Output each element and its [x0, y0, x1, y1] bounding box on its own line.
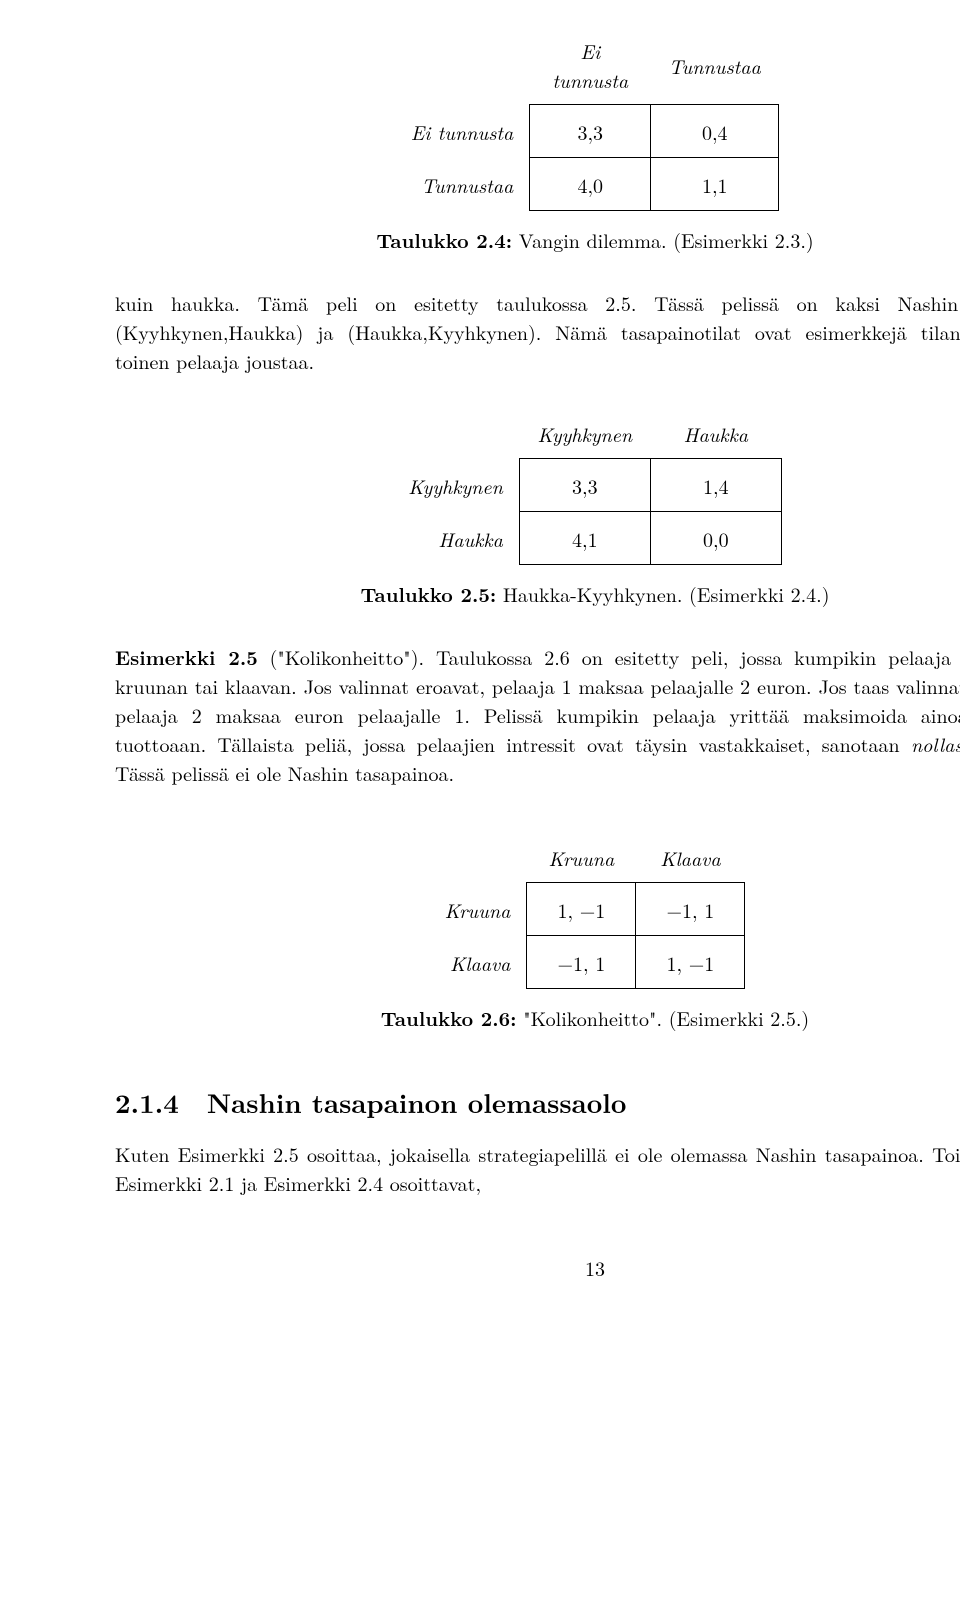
table2-cell: 1,4 [650, 459, 781, 512]
example-label-rest: ("Kolikonheitto"). [258, 642, 424, 671]
table3-cell: 1, −1 [636, 936, 745, 989]
table3-cell: −1, 1 [636, 883, 745, 936]
table2-cell: 3,3 [519, 459, 650, 512]
game-table-3: Kruuna Klaava Kruuna 1, −1 −1, 1 Klaava … [445, 843, 746, 989]
table2-row-header: Kyyhkynen [408, 459, 519, 512]
table3-col-header: Kruuna [527, 843, 636, 883]
paragraph-2: Esimerkki 2.5 ("Kolikonheitto"). Tauluko… [115, 642, 960, 787]
table1-col-header: Ei tunnusta [530, 36, 651, 105]
page-number: 13 [115, 1253, 960, 1282]
table3-cell: −1, 1 [527, 936, 636, 989]
table2-caption-label: Taulukko 2.5: [360, 579, 496, 608]
table2-cell: 0,0 [650, 512, 781, 565]
table1-caption: Taulukko 2.4: Vangin dilemma. (Esimerkki… [115, 225, 960, 254]
table2-cell: 4,1 [519, 512, 650, 565]
game-table-2: Kyyhkynen Haukka Kyyhkynen 3,3 1,4 Haukk… [408, 419, 782, 565]
table2-row-header: Haukka [408, 512, 519, 565]
table1-caption-text: Vangin dilemma. (Esimerkki 2.3.) [512, 225, 814, 254]
table3-col-header: Klaava [636, 843, 745, 883]
table3-row-header: Kruuna [445, 883, 527, 936]
table1-cell: 3,3 [530, 105, 651, 158]
table1-row-header: Tunnustaa [411, 158, 530, 211]
table2-caption: Taulukko 2.5: Haukka-Kyyhkynen. (Esimerk… [115, 579, 960, 608]
section-number: 2.1.4 [115, 1082, 179, 1121]
table2-col-header: Kyyhkynen [519, 419, 650, 459]
table1-cell: 4,0 [530, 158, 651, 211]
table3-row-header: Klaava [445, 936, 527, 989]
table2-col-header: Haukka [650, 419, 781, 459]
paragraph-1: kuin haukka. Tämä peli on esitetty taulu… [115, 288, 960, 375]
table1-cell: 0,4 [651, 105, 779, 158]
section-title: Nashin tasapainon olemassaolo [207, 1082, 627, 1121]
section-heading: 2.1.4 Nashin tasapainon olemassaolo [115, 1082, 960, 1121]
table1-cell: 1,1 [651, 158, 779, 211]
table3-cell: 1, −1 [527, 883, 636, 936]
example-label: Esimerkki 2.5 [115, 642, 258, 671]
paragraph-3: Kuten Esimerkki 2.5 osoittaa, jokaisella… [115, 1139, 960, 1197]
game-table-1: Ei tunnusta Tunnustaa Ei tunnusta 3,3 0,… [411, 36, 780, 211]
table2-caption-text: Haukka-Kyyhkynen. (Esimerkki 2.4.) [496, 579, 829, 608]
paragraph-2-italic: nollasummapeliksi [911, 729, 960, 758]
table3-caption-text: "Kolikonheitto". (Esimerkki 2.5.) [517, 1003, 810, 1032]
table1-row-header: Ei tunnusta [411, 105, 530, 158]
table1-col-header: Tunnustaa [651, 36, 779, 105]
table3-caption: Taulukko 2.6: "Kolikonheitto". (Esimerkk… [115, 1003, 960, 1032]
table1-caption-label: Taulukko 2.4: [376, 225, 512, 254]
table3-caption-label: Taulukko 2.6: [381, 1003, 517, 1032]
